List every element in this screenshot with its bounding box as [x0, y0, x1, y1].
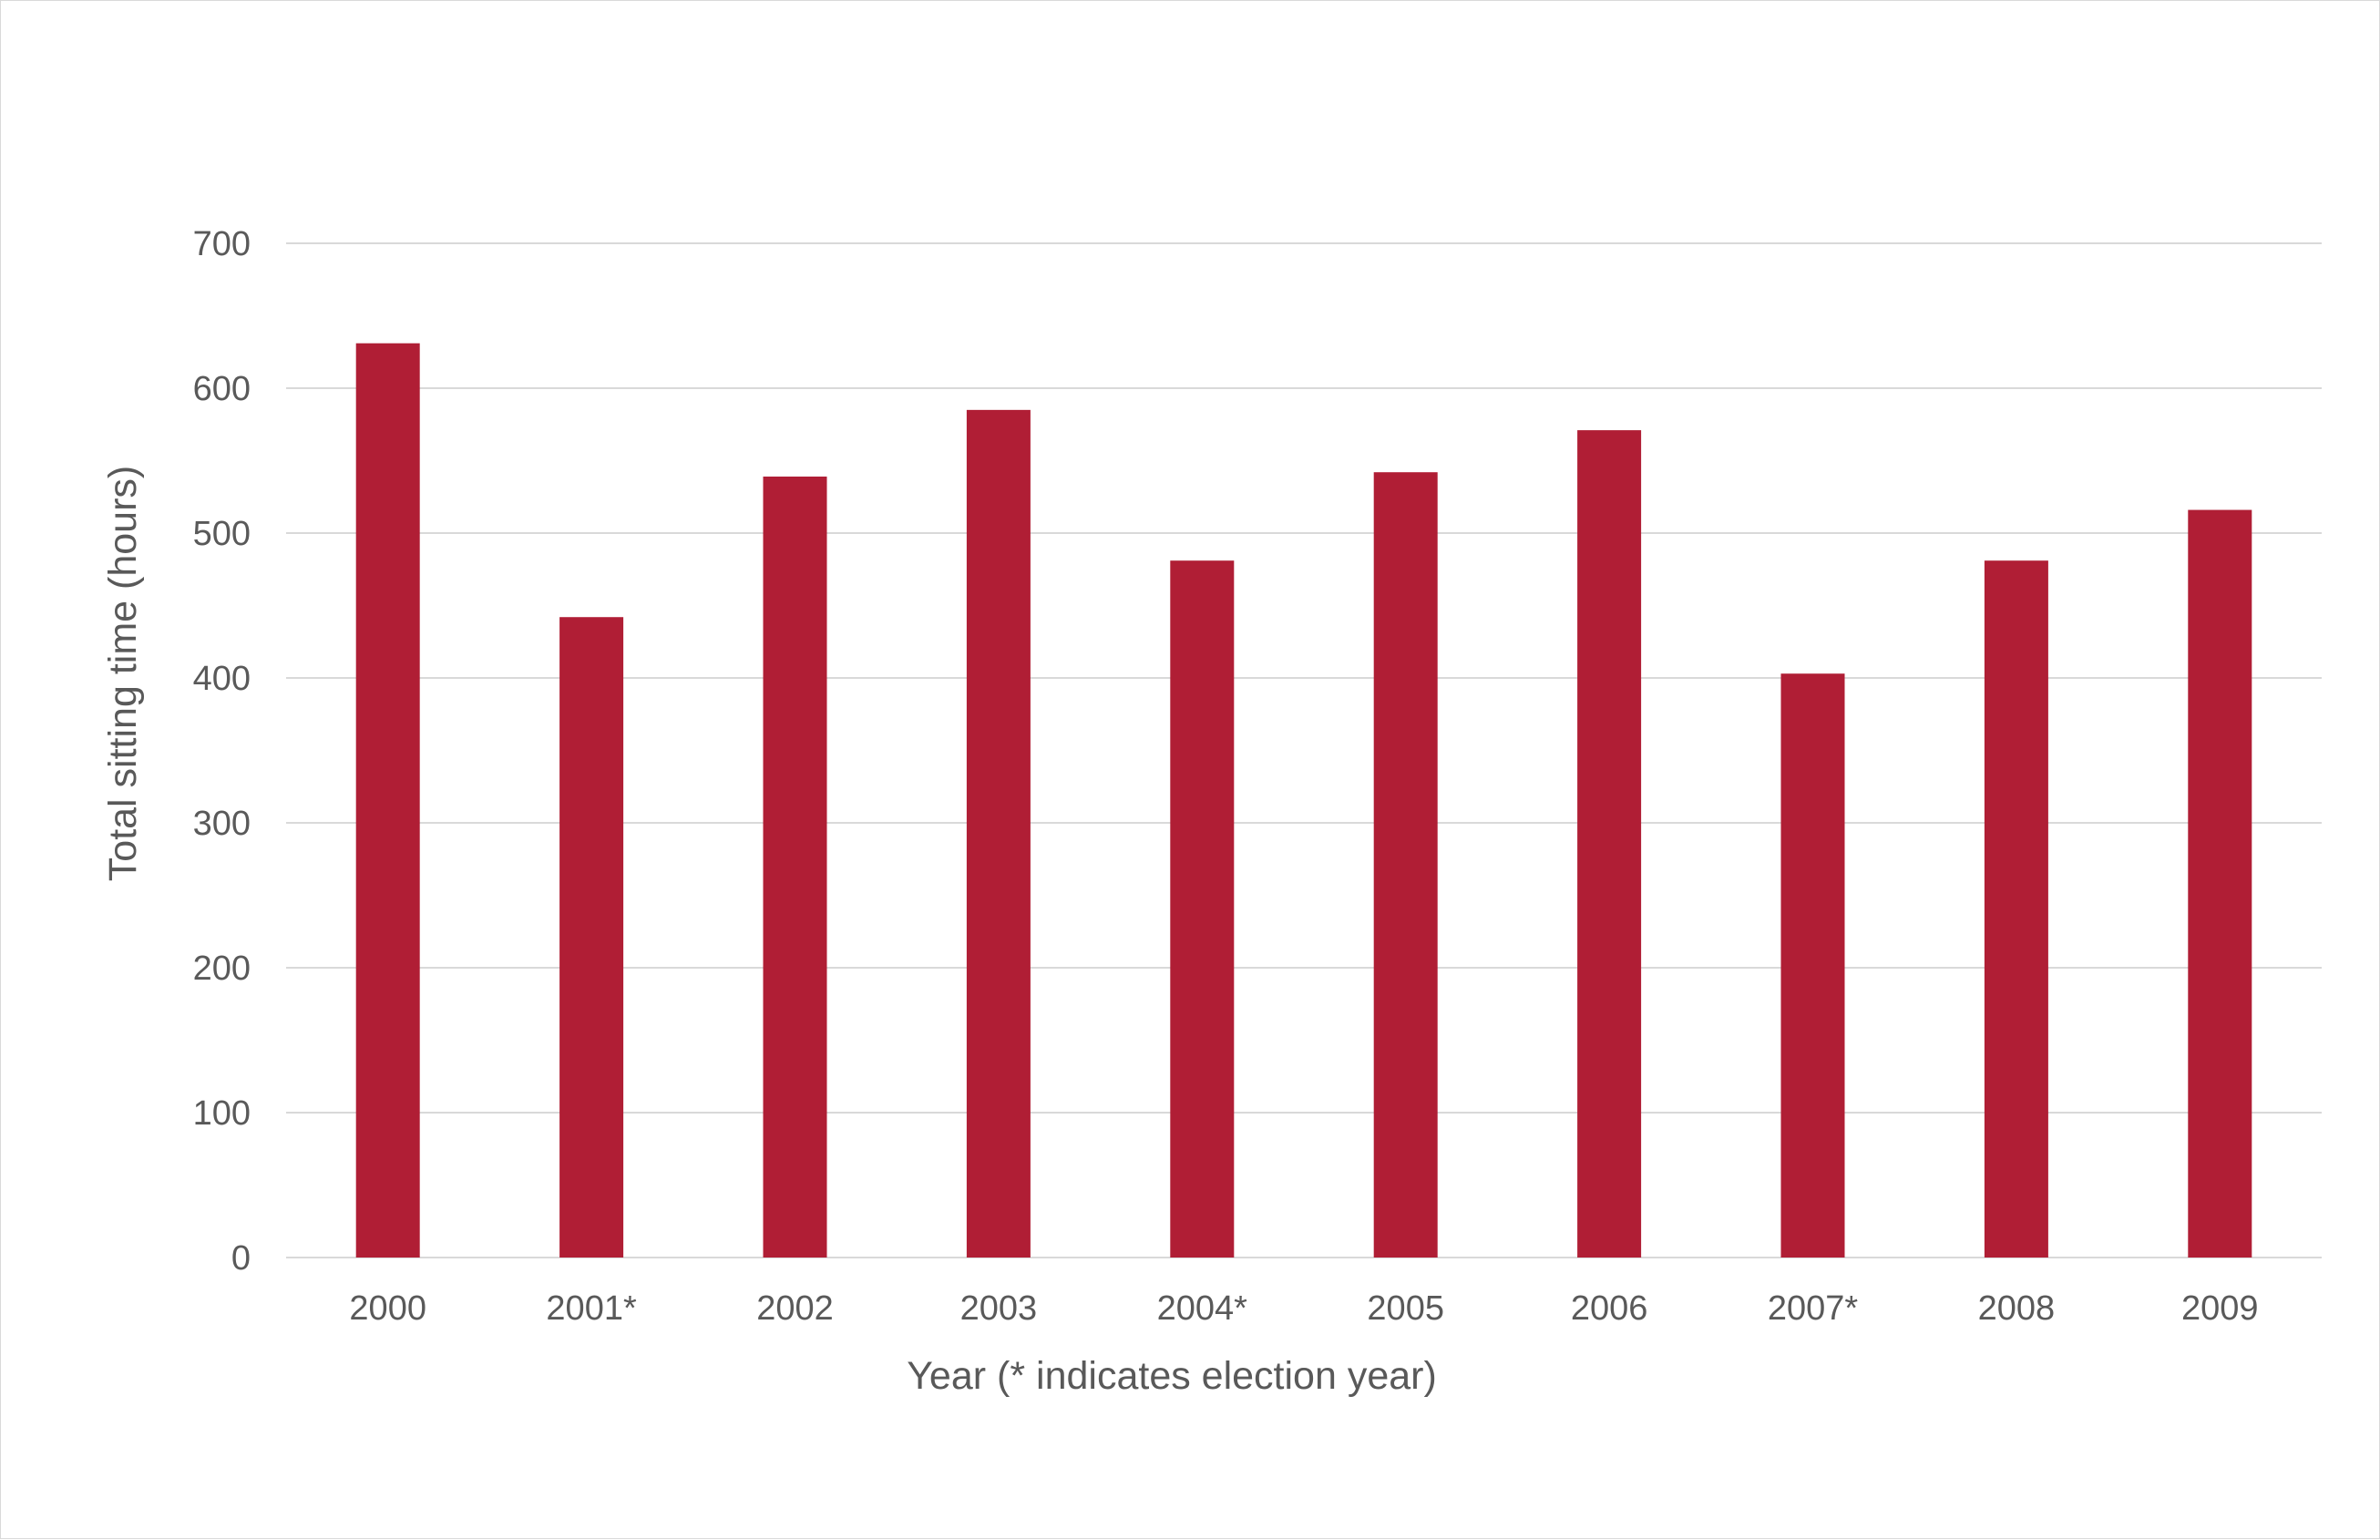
y-axis-title: Total sitting time (hours): [101, 466, 145, 881]
y-tick-label: 300: [193, 805, 251, 843]
x-tick-label: 2009: [2181, 1289, 2259, 1328]
y-tick-label: 700: [193, 225, 251, 263]
gridlines: [286, 242, 2322, 1258]
x-tick-label: 2005: [1367, 1289, 1444, 1328]
bar-2007-election: [1780, 673, 1845, 1258]
bars: [355, 343, 2252, 1258]
bar-2004-election: [1170, 560, 1235, 1258]
bar-2006: [1577, 430, 1642, 1258]
x-tick-label: 2007*: [1768, 1289, 1859, 1328]
bar-2009: [2188, 509, 2252, 1258]
x-tick-label: 2003: [960, 1289, 1038, 1328]
y-tick-label: 500: [193, 515, 251, 553]
y-tick-label: 600: [193, 370, 251, 408]
bar-2008: [1984, 560, 2048, 1258]
y-tick-label: 200: [193, 950, 251, 988]
x-tick-label: 2004*: [1157, 1289, 1248, 1328]
y-tick-label: 400: [193, 660, 251, 698]
bar-2000: [355, 343, 420, 1258]
y-axis-tick-labels: 0 100 200 300 400 500 600 700: [193, 225, 251, 1278]
x-axis-title: Year (* indicates election year): [907, 1354, 1437, 1398]
y-tick-label: 100: [193, 1094, 251, 1133]
x-tick-label: 2000: [349, 1289, 426, 1328]
x-axis-tick-labels: 2000 2001* 2002 2003 2004* 2005 2006 2007* 2008 2…: [349, 1289, 2258, 1328]
x-tick-label: 2001*: [546, 1289, 637, 1328]
bar-2002: [763, 476, 827, 1258]
x-tick-label: 2006: [1571, 1289, 1648, 1328]
x-tick-label: 2002: [756, 1289, 834, 1328]
bar-2003: [966, 409, 1031, 1258]
bar-2005: [1373, 472, 1438, 1258]
y-tick-label: 0: [231, 1239, 251, 1278]
x-tick-label: 2008: [1978, 1289, 2056, 1328]
bar-2001-election: [559, 617, 624, 1258]
